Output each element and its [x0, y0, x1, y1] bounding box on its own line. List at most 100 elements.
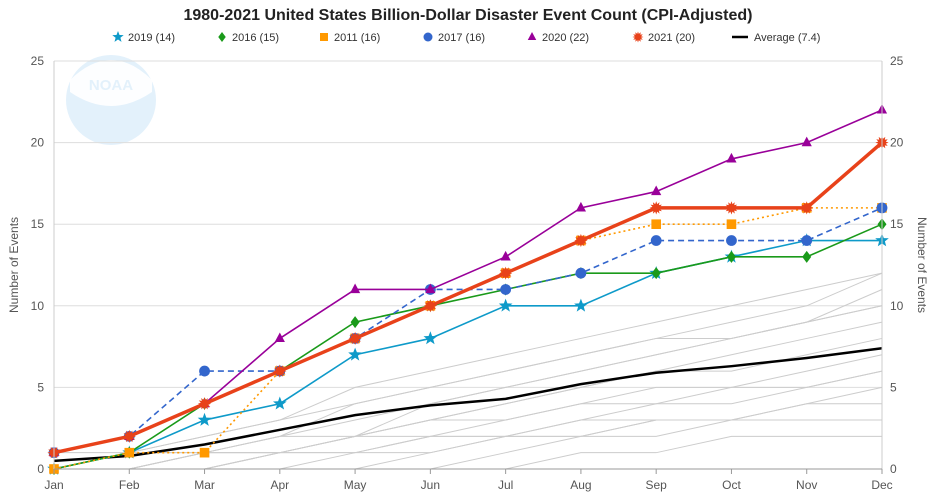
square-marker	[199, 447, 210, 458]
circle-marker	[575, 267, 587, 279]
x-tick-label: Jun	[421, 478, 440, 492]
y-tick-label-left: 0	[37, 462, 44, 476]
circle-marker	[650, 235, 662, 246]
axes: 0 0 5 5 10 10 15 15 20 20 25 25 Jan Feb Mar Apr May Jun Ju…	[31, 54, 904, 492]
triangle-marker	[651, 185, 662, 196]
burst-marker	[574, 233, 588, 248]
legend-item: 2021 (20)	[632, 31, 695, 44]
burst-marker	[800, 201, 814, 215]
svg-text:NOAA: NOAA	[89, 77, 133, 94]
diamond-marker	[350, 316, 360, 329]
y-tick-label-left: 25	[31, 54, 45, 68]
diamond-marker	[218, 32, 226, 42]
burst-marker	[724, 201, 739, 215]
x-tick-label: Jan	[44, 478, 63, 492]
background-series-line	[54, 272, 883, 470]
triangle-marker	[801, 136, 812, 147]
star-marker	[574, 298, 588, 312]
legend-label: 2020 (22)	[542, 32, 589, 44]
series-group	[47, 103, 889, 475]
square-marker	[320, 33, 328, 41]
burst-marker	[649, 201, 663, 215]
x-tick-label: May	[344, 478, 367, 492]
burst-marker	[122, 429, 136, 443]
x-tick-label: Dec	[871, 478, 892, 492]
y-tick-label-right: 15	[890, 217, 904, 231]
series-2020	[48, 103, 888, 457]
star-marker	[273, 396, 287, 410]
star-marker	[498, 298, 513, 312]
legend-item: Average (7.4)	[732, 32, 820, 44]
x-tick-label: Jul	[498, 478, 513, 492]
legend-item: 2016 (15)	[218, 32, 279, 44]
series-line	[53, 207, 882, 470]
x-tick-label: Sep	[646, 478, 668, 492]
x-tick-label: Mar	[194, 478, 215, 492]
triangle-marker	[527, 32, 537, 40]
triangle-marker	[726, 152, 737, 163]
circle-marker	[801, 235, 813, 246]
star-marker	[112, 31, 124, 42]
legend-item: 2020 (22)	[527, 32, 589, 44]
burst-marker	[348, 331, 362, 345]
legend-label: 2019 (14)	[128, 32, 175, 44]
square-marker	[651, 219, 661, 229]
circle-marker	[199, 365, 210, 377]
triangle-marker	[274, 332, 285, 343]
series-line	[53, 223, 883, 470]
star-marker	[197, 412, 212, 426]
legend-item: 2011 (16)	[320, 32, 380, 44]
diamond-marker	[802, 250, 812, 263]
series-line	[53, 141, 884, 455]
y-tick-label-left: 20	[31, 136, 45, 150]
y-tick-label-left: 10	[31, 299, 45, 313]
diamond-marker	[651, 267, 661, 280]
diamond-marker	[726, 250, 736, 263]
y-tick-label-left: 15	[31, 217, 45, 231]
x-tick-label: Feb	[119, 478, 140, 492]
y-tick-label-right: 0	[890, 462, 897, 476]
burst-marker	[632, 31, 644, 43]
triangle-marker	[349, 283, 361, 294]
y-axis-title-left: Number of Events	[7, 217, 21, 313]
y-tick-label-right: 5	[890, 380, 897, 394]
legend-label: 2011 (16)	[334, 32, 380, 44]
triangle-marker	[500, 250, 511, 261]
series-line	[53, 346, 883, 463]
x-tick-label: Nov	[796, 478, 817, 492]
triangle-marker	[575, 201, 587, 212]
legend-label: Average (7.4)	[754, 32, 820, 44]
y-tick-label-right: 20	[890, 136, 904, 150]
circle-marker	[500, 284, 512, 295]
triangle-marker	[425, 283, 436, 294]
background-series-line	[54, 419, 882, 454]
background-series	[53, 272, 883, 470]
series-2021	[47, 136, 889, 460]
chart-title: 1980-2021 United States Billion-Dollar D…	[183, 7, 752, 24]
x-tick-label: Aug	[570, 478, 591, 492]
background-series-line	[53, 272, 883, 470]
y-axis-title-right: Number of Events	[915, 217, 929, 313]
circle-marker	[423, 32, 433, 42]
legend-item: 2017 (16)	[423, 32, 485, 44]
series-2019	[47, 233, 889, 475]
square-marker	[124, 447, 135, 458]
square-marker	[726, 219, 737, 229]
legend-label: 2016 (15)	[232, 32, 279, 44]
burst-marker	[499, 266, 513, 280]
legend-label: 2017 (16)	[438, 32, 485, 44]
star-marker	[348, 347, 362, 361]
burst-marker	[197, 397, 212, 411]
legend-label: 2021 (20)	[648, 32, 695, 44]
burst-marker	[423, 299, 437, 313]
grid	[54, 60, 882, 470]
burst-marker	[273, 364, 287, 378]
x-tick-label: Oct	[722, 478, 741, 492]
legend: 2019 (14) 2016 (15) 2011 (16) 2017 (16) 2020…	[112, 31, 820, 44]
x-tick-label: Apr	[270, 478, 289, 492]
series-average	[53, 346, 883, 463]
star-marker	[423, 331, 438, 345]
background-series-line	[54, 419, 882, 470]
